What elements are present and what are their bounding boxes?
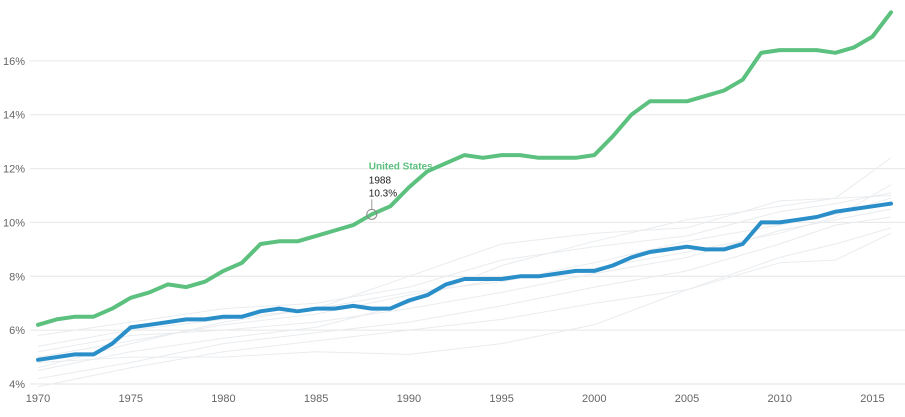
x-tick-label: 2005 — [675, 393, 699, 405]
hover-marker[interactable] — [366, 208, 378, 220]
x-tick-label: 1985 — [304, 393, 328, 405]
series-line-background-4[interactable] — [37, 227, 892, 388]
series-line-united-states[interactable] — [36, 10, 893, 327]
series-line-background-5[interactable] — [37, 195, 892, 347]
x-tick-label: 1980 — [211, 393, 235, 405]
series-line-background-3[interactable] — [37, 157, 892, 371]
x-tick-label: 1990 — [397, 393, 421, 405]
series-line-highlight-1[interactable] — [36, 201, 893, 362]
x-tick-label: 2010 — [767, 393, 791, 405]
y-tick-label: 14% — [3, 110, 25, 122]
gridlines — [30, 60, 905, 385]
highlighted-series-lines — [36, 10, 893, 362]
x-tick-label: 2000 — [582, 393, 606, 405]
tooltip-series-name: United States — [369, 161, 433, 172]
y-tick-label: 6% — [9, 325, 25, 337]
y-tick-label: 12% — [3, 164, 25, 176]
x-tick-label: 1970 — [26, 393, 50, 405]
y-axis-tick-labels: 4% 6% 8% 10% 12% 14% 16% — [3, 56, 25, 391]
hover-tooltip: United States 1988 10.3% — [366, 161, 433, 220]
y-tick-label: 16% — [3, 56, 25, 68]
tooltip-year: 1988 — [369, 175, 392, 186]
x-tick-label: 1975 — [118, 393, 142, 405]
tooltip-value: 10.3% — [369, 188, 397, 199]
series-line-background-6[interactable] — [37, 232, 892, 363]
y-tick-label: 4% — [9, 379, 25, 391]
x-tick-label: 1995 — [489, 393, 513, 405]
series-line-background-8[interactable] — [37, 216, 892, 380]
series-line-background-9[interactable] — [37, 208, 892, 353]
series-line-background-7[interactable] — [37, 192, 892, 336]
x-axis-tick-labels: 1970 1975 1980 1985 1990 1995 2000 2005 2010 2015 — [26, 393, 885, 405]
y-tick-label: 8% — [9, 271, 25, 283]
x-tick-label: 2015 — [860, 393, 884, 405]
background-series-lines — [37, 157, 892, 388]
y-tick-label: 10% — [3, 217, 25, 229]
